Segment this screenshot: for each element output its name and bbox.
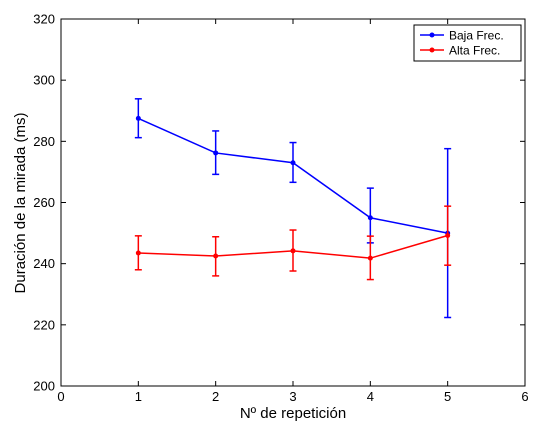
data-point-alta-frec	[135, 250, 141, 256]
x-tick-label: 5	[444, 389, 451, 404]
x-tick-label: 1	[135, 389, 142, 404]
data-point-baja-frec	[367, 215, 373, 221]
legend-box	[413, 24, 522, 62]
x-tick-label: 4	[367, 389, 374, 404]
data-point-alta-frec	[367, 255, 373, 261]
data-point-baja-frec	[213, 150, 219, 156]
x-tick-label: 0	[57, 389, 64, 404]
y-tick-label: 200	[33, 379, 55, 394]
y-axis-label: Duración de la mirada (ms)	[12, 113, 29, 294]
data-point-alta-frec	[445, 233, 451, 239]
data-point-alta-frec	[213, 253, 219, 259]
legend-marker-baja-frec	[429, 32, 435, 38]
legend-label-baja-frec: Baja Frec.	[449, 29, 504, 43]
y-tick-label: 300	[33, 73, 55, 88]
y-tick-label: 240	[33, 256, 55, 271]
x-tick-label: 6	[521, 389, 528, 404]
x-axis-label: Nº de repetición	[240, 405, 346, 422]
x-tick-label: 3	[289, 389, 296, 404]
y-tick-label: 220	[33, 317, 55, 332]
y-tick-label: 260	[33, 195, 55, 210]
legend-label-alta-frec: Alta Frec.	[449, 44, 500, 58]
legend-marker-alta-frec	[429, 47, 435, 53]
x-tick-label: 2	[212, 389, 219, 404]
y-tick-label: 320	[33, 12, 55, 27]
series-baja-frec	[134, 98, 452, 319]
data-point-baja-frec	[290, 160, 296, 166]
series-alta-frec	[134, 205, 452, 281]
plot-area-frame	[60, 18, 526, 387]
y-tick-label: 280	[33, 134, 55, 149]
data-point-alta-frec	[290, 248, 296, 254]
data-point-baja-frec	[135, 115, 141, 121]
